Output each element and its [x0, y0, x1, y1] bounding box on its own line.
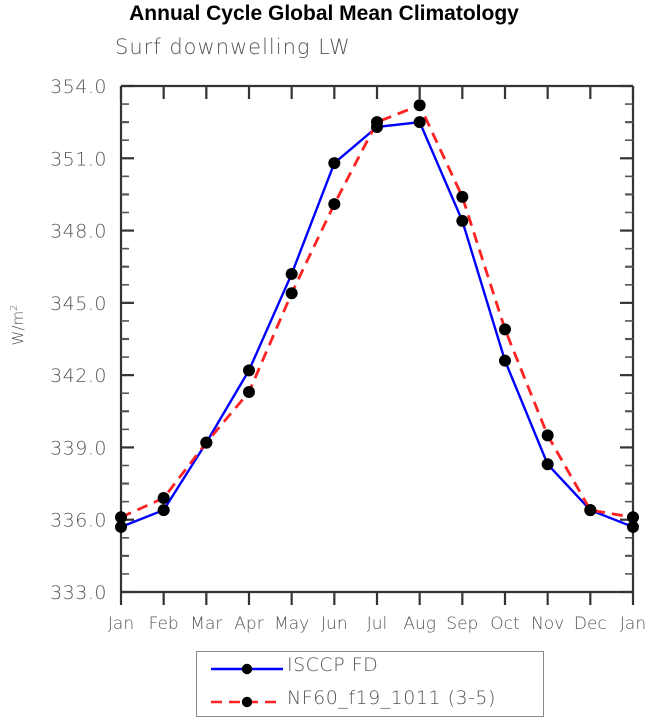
data-point-marker: [413, 99, 426, 112]
data-point-marker: [499, 354, 511, 367]
series-line: [120, 120, 634, 529]
data-point-marker: [328, 198, 341, 211]
data-point-marker: [115, 520, 127, 533]
data-point-marker: [200, 436, 213, 449]
data-point-marker: [627, 520, 639, 533]
data-point-marker: [243, 364, 255, 377]
y-tick-label: 348.0: [50, 221, 107, 243]
x-tick-label: Feb: [149, 614, 179, 634]
x-tick-label: Dec: [574, 614, 607, 634]
data-point-marker: [413, 116, 426, 129]
data-point-marker: [541, 458, 554, 471]
data-point-marker: [371, 116, 383, 129]
legend-swatch-1: [211, 696, 283, 708]
data-point-marker: [243, 386, 255, 399]
x-tick-label: Oct: [490, 614, 519, 634]
y-tick-label: 345.0: [50, 293, 107, 315]
chart-legend: ISCCP FD NF60_f19_1011 (3-5): [196, 651, 544, 717]
x-tick-label: May: [274, 614, 309, 634]
legend-item-0[interactable]: ISCCP FD: [197, 652, 543, 685]
x-tick-label: Mar: [190, 614, 222, 634]
data-point-marker: [328, 157, 341, 170]
y-tick-label: 333.0: [50, 582, 107, 604]
chart-subtitle: Surf downwelling LW: [115, 35, 351, 59]
x-tick-label: Jan: [108, 614, 134, 634]
data-point-marker: [157, 504, 170, 517]
x-tick-group: Jan Feb Mar Apr May Jun Jul Aug Sep Oct Nov Dec Jan: [108, 86, 646, 634]
data-point-marker: [285, 287, 298, 300]
y-tick-label: 354.0: [50, 76, 107, 98]
data-point-marker: [456, 190, 469, 203]
y-tick-label: 339.0: [50, 437, 107, 459]
y-tick-group: 333.0 336.0 339.0 342.0 345.0 348.0 351.0 354.0: [50, 76, 633, 604]
data-point-marker: [285, 267, 298, 280]
data-series-group: [115, 99, 639, 533]
x-tick-label: Jun: [321, 614, 348, 634]
legend-swatch-0: [211, 663, 283, 675]
data-point-marker: [456, 214, 469, 227]
data-point-marker: [499, 323, 511, 336]
data-point-marker: [115, 511, 127, 524]
data-point-marker: [627, 511, 639, 524]
data-point-marker: [584, 504, 597, 517]
x-tick-label: Sep: [446, 614, 478, 634]
data-point-marker: [157, 492, 170, 505]
chart-axes: [119, 84, 635, 594]
data-point-marker: [541, 429, 554, 442]
x-tick-label: Apr: [234, 614, 263, 634]
y-tick-label: 336.0: [50, 510, 107, 532]
x-tick-label: Jul: [367, 614, 388, 634]
page-title: Annual Cycle Global Mean Climatology: [129, 2, 519, 25]
legend-item-1[interactable]: NF60_f19_1011 (3-5): [197, 685, 543, 718]
y-tick-label: 342.0: [50, 365, 107, 387]
legend-label-0: ISCCP FD: [287, 654, 379, 676]
x-tick-label: Nov: [531, 614, 564, 634]
x-tick-label: Jan: [620, 614, 646, 634]
y-tick-label: 351.0: [50, 148, 107, 170]
x-tick-label: Aug: [403, 614, 436, 634]
legend-label-1: NF60_f19_1011 (3-5): [287, 687, 496, 709]
